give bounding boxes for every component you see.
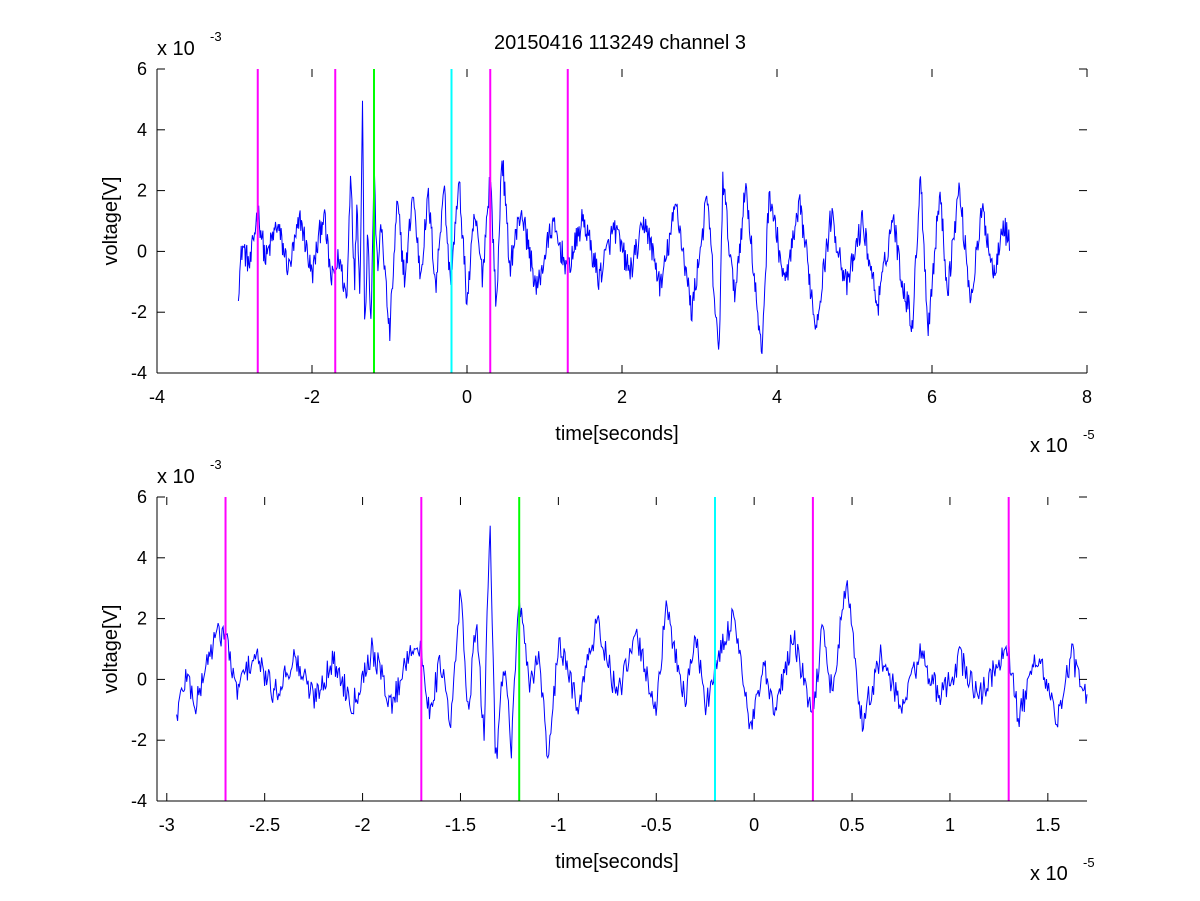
- y-tick-label: 0: [137, 669, 147, 689]
- y-tick-label: -2: [131, 302, 147, 322]
- y-multiplier-exponent: -3: [210, 457, 222, 472]
- x-tick-label: -3: [159, 815, 175, 835]
- x-multiplier-exponent: -5: [1083, 855, 1095, 870]
- x-tick-label: 1: [945, 815, 955, 835]
- y-tick-label: -4: [131, 363, 147, 383]
- bottom-plot: -3 -2.5 -2 -1.5 -1 -0.5 0 0.5 1 1.5 -4 -2 0 2 4 6 time[s…: [100, 457, 1095, 885]
- y-tick-label: 0: [137, 241, 147, 261]
- y-tick-label: 6: [137, 487, 147, 507]
- x-axis-label: time[seconds]: [555, 423, 678, 445]
- y-tick-label: 2: [137, 609, 147, 629]
- top-plot: -4 -2 0 2 4 6 8 -4 -2 0 2 4 6 time[seconds] voltage[V]…: [100, 29, 1095, 457]
- x-tick-label: 1.5: [1035, 815, 1060, 835]
- x-multiplier-label: x 10: [1030, 863, 1068, 885]
- x-tick-label: 6: [927, 387, 937, 407]
- x-tick-label: 0: [462, 387, 472, 407]
- y-tick-label: 4: [137, 120, 147, 140]
- chart-title: 20150416 113249 channel 3: [494, 32, 746, 54]
- y-tick-label: -2: [131, 730, 147, 750]
- x-tick-label: 0: [749, 815, 759, 835]
- y-tick-label: -4: [131, 791, 147, 811]
- y-axis-label: voltage[V]: [100, 605, 122, 694]
- y-tick-label: 2: [137, 181, 147, 201]
- y-multiplier-exponent: -3: [210, 29, 222, 44]
- x-tick-label: -2: [355, 815, 371, 835]
- signal-trace: [176, 525, 1088, 760]
- x-tick-label: -2.5: [249, 815, 280, 835]
- y-multiplier-label: x 10: [157, 466, 195, 488]
- x-tick-label: 0.5: [840, 815, 865, 835]
- y-multiplier-label: x 10: [157, 38, 195, 60]
- x-tick-label: -2: [304, 387, 320, 407]
- x-tick-label: -4: [149, 387, 165, 407]
- x-tick-label: -0.5: [641, 815, 672, 835]
- y-tick-label: 6: [137, 59, 147, 79]
- signal-trace: [237, 100, 1010, 354]
- x-tick-label: -1: [550, 815, 566, 835]
- x-tick-label: 4: [772, 387, 782, 407]
- x-tick-label: 2: [617, 387, 627, 407]
- y-axis-label: voltage[V]: [100, 177, 122, 266]
- x-multiplier-label: x 10: [1030, 435, 1068, 457]
- x-axis-label: time[seconds]: [555, 851, 678, 873]
- x-tick-label: 8: [1082, 387, 1092, 407]
- x-multiplier-exponent: -5: [1083, 427, 1095, 442]
- y-tick-label: 4: [137, 548, 147, 568]
- x-tick-label: -1.5: [445, 815, 476, 835]
